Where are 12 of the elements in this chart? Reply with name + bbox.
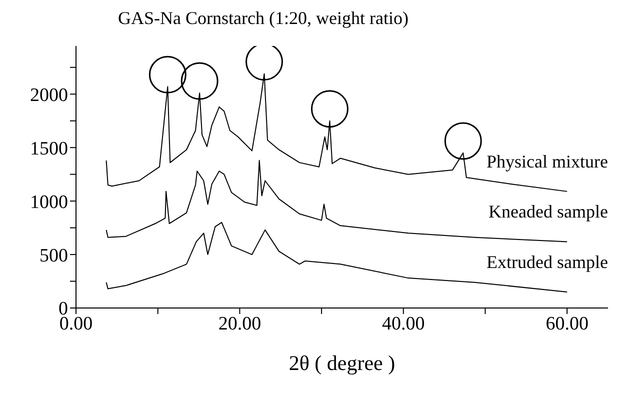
y-tick-label: 1500 [30,138,68,160]
x-tick-label: 20.00 [218,313,262,334]
chart-title: GAS-Na Cornstarch (1:20, weight ratio) [117,8,410,30]
y-tick-label: 2000 [30,84,68,106]
y-tick-label: 1000 [30,192,68,213]
x-tick-label: 40.00 [382,313,425,334]
x-axis-title: 2θ ( degree ) [288,351,396,375]
series-label: Extruded sample [486,252,608,272]
y-tick-label: 500 [40,245,68,266]
series-label: Physical mixture [486,151,608,172]
x-tick-label: 60.00 [546,313,588,334]
series-label: Kneaded sample [488,202,608,222]
